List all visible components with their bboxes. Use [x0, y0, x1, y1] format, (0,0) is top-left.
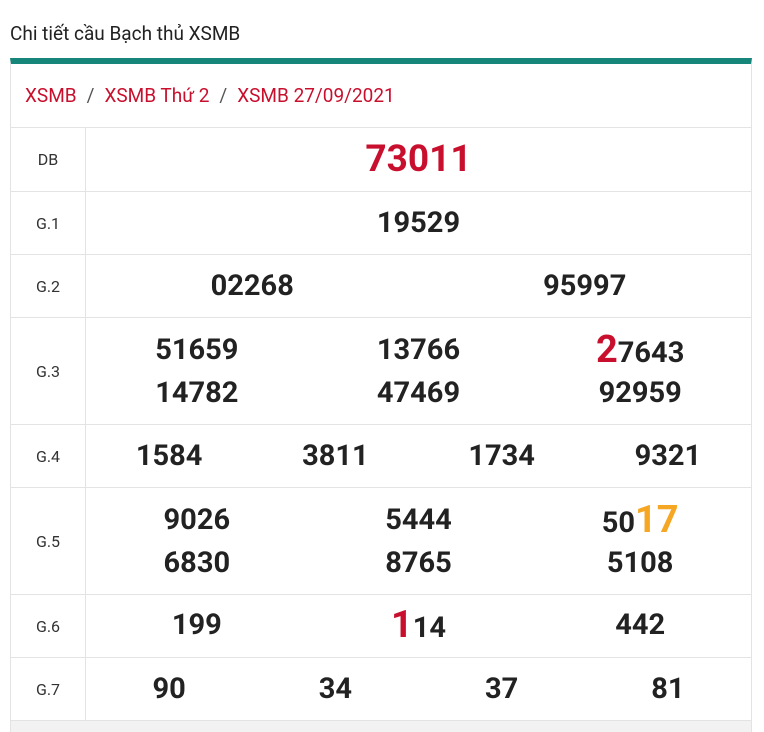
prize-number: 37: [484, 672, 519, 706]
number-part: 14: [412, 610, 447, 645]
breadcrumb-link[interactable]: XSMB 27/09/2021: [237, 84, 395, 107]
prize-number: 6830: [163, 545, 231, 580]
prize-number: 13766: [376, 332, 461, 367]
prize-row: G.2 02268 95997: [11, 255, 751, 318]
prize-numbers: 1584 3811 1734 9321: [86, 425, 751, 487]
prize-number: 14782: [155, 375, 239, 410]
prize-number: 19529: [376, 206, 461, 240]
breadcrumb-separator: /: [219, 84, 228, 107]
prize-numbers: 90 34 37 81: [86, 658, 751, 720]
prize-number: 95997: [543, 269, 627, 303]
prize-number: 81: [651, 672, 685, 706]
prize-row: G.3 51659 13766 27643 14782 47469 92959: [11, 318, 751, 425]
number-part: 17: [635, 497, 679, 542]
prize-number: 90: [152, 672, 186, 706]
prize-number: 3811: [302, 439, 369, 473]
prize-number: 5444: [385, 502, 452, 537]
prize-label: G.5: [11, 488, 86, 594]
prize-numbers: 9026 5444 5017 6830 8765 5108: [86, 488, 751, 594]
page-title: Chi tiết cầu Bạch thủ XSMB: [10, 22, 241, 45]
prize-number: 114: [308, 606, 530, 646]
prize-number: 02268: [210, 269, 294, 303]
prize-numbers: 199 114 442: [86, 595, 751, 657]
prize-number: 1734: [468, 439, 535, 473]
prize-number: 51659: [155, 332, 239, 367]
breadcrumb: XSMB / XSMB Thứ 2 / XSMB 27/09/2021: [11, 64, 751, 128]
prize-number: 27643: [529, 331, 751, 371]
prize-numbers: 73011: [86, 128, 751, 191]
prize-number: 34: [318, 672, 353, 706]
prize-label: G.6: [11, 595, 86, 657]
prize-number: 9026: [163, 502, 231, 537]
prize-row: G.1 19529: [11, 192, 751, 255]
number-part: 2: [595, 327, 618, 372]
prize-label: G.1: [11, 192, 86, 254]
prize-number: 9321: [634, 439, 702, 473]
prize-number: 442: [615, 607, 666, 642]
prize-number: 73011: [365, 137, 472, 181]
prize-number: 5108: [606, 545, 674, 580]
prize-numbers: 02268 95997: [86, 255, 751, 317]
number-part: 50: [601, 505, 635, 540]
breadcrumb-link[interactable]: XSMB: [25, 84, 77, 107]
number-part: 1: [390, 602, 413, 647]
prize-row: G.7 90 34 37 81: [11, 658, 751, 721]
breadcrumb-separator: /: [86, 84, 95, 107]
prize-label: G.2: [11, 255, 86, 317]
breadcrumb-link[interactable]: XSMB Thứ 2: [104, 84, 210, 107]
prize-label: DB: [11, 128, 86, 191]
result-box: XSMB / XSMB Thứ 2 / XSMB 27/09/2021 DB 73011 G…: [10, 58, 752, 732]
number-part: 7643: [617, 335, 685, 370]
prize-label: G.3: [11, 318, 86, 424]
result-table: DB 73011 G.1 19529 G.2 02268 95997 G.3 51659 1376…: [11, 128, 751, 721]
prize-row: G.6 199 114 442: [11, 595, 751, 658]
prize-numbers: 51659 13766 27643 14782 47469 92959: [86, 318, 751, 424]
prize-number: 8765: [385, 545, 452, 580]
prize-number: 92959: [598, 375, 682, 410]
prize-number: 1584: [135, 439, 203, 473]
prize-number: 199: [171, 607, 222, 642]
prize-row: G.4 1584 3811 1734 9321: [11, 425, 751, 488]
prize-number: 47469: [376, 375, 461, 410]
prize-label: G.7: [11, 658, 86, 720]
prize-label: G.4: [11, 425, 86, 487]
prize-numbers: 19529: [86, 192, 751, 254]
prize-row: G.5 9026 5444 5017 6830 8765 5108: [11, 488, 751, 595]
prize-row: DB 73011: [11, 128, 751, 192]
prize-number: 5017: [529, 501, 751, 541]
